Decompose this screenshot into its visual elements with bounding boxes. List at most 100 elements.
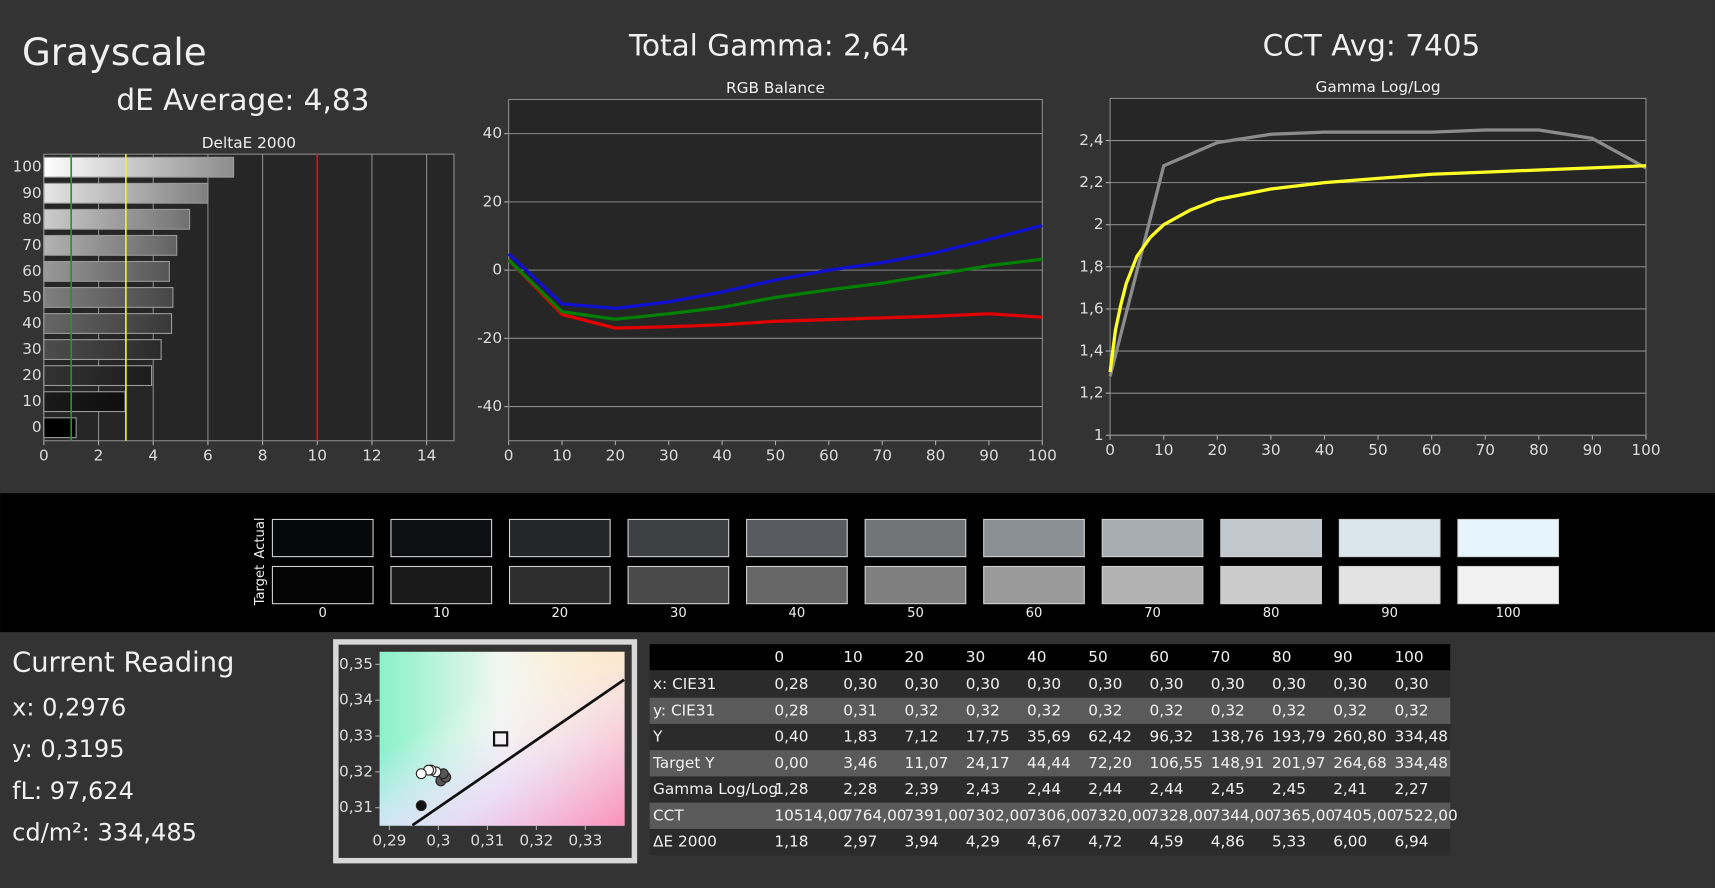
table-cell: 264,68 <box>1333 754 1387 772</box>
x-tick-label: 80 <box>1529 441 1548 459</box>
swatch <box>1220 565 1322 605</box>
row-label: x: CIE31 <box>653 675 716 693</box>
x-tick-label: 50 <box>1368 441 1387 459</box>
table-cell: 0,30 <box>1272 675 1306 693</box>
de-average: dE Average: 4,83 <box>116 83 369 117</box>
swatch-label: 70 <box>1144 606 1161 621</box>
y-tick-label: 2,2 <box>1079 173 1103 191</box>
table-cell: 7328,00 <box>1149 806 1212 824</box>
y-tick-label: 10 <box>22 392 41 410</box>
x-tick-label: 0,3 <box>426 831 450 849</box>
table-cell: 0,30 <box>1149 675 1183 693</box>
page-title: Grayscale <box>22 30 207 74</box>
table-cell: 0,32 <box>905 701 939 719</box>
chart-title: DeltaE 2000 <box>202 134 296 152</box>
x-tick-label: 90 <box>979 447 998 465</box>
y-tick-label: 2 <box>1094 215 1104 233</box>
swatch-label: 0 <box>319 606 327 621</box>
table-cell: 4,86 <box>1211 833 1245 851</box>
y-tick-label: 1,2 <box>1079 384 1103 402</box>
table-cell: 72,20 <box>1088 754 1132 772</box>
swatch <box>508 565 611 605</box>
swatch <box>627 565 730 605</box>
row-label: Y <box>652 728 663 746</box>
x-tick-label: 50 <box>766 447 785 465</box>
swatch-row-label: Actual <box>253 518 268 559</box>
table-cell: 0,30 <box>1211 675 1245 693</box>
column-header: 80 <box>1272 648 1291 666</box>
table-cell: 0,00 <box>774 754 808 772</box>
y-tick-label: 40 <box>483 124 502 142</box>
table-cell: 0,28 <box>774 675 808 693</box>
y-tick-label: 0,31 <box>339 798 373 816</box>
table-row <box>649 802 1451 829</box>
table-cell: 7320,00 <box>1088 806 1151 824</box>
series-line <box>1108 128 1647 377</box>
table-cell: 3,46 <box>843 754 877 772</box>
table-cell: 7306,00 <box>1027 806 1090 824</box>
table-cell: 7302,00 <box>966 806 1029 824</box>
table-cell: 0,32 <box>966 701 1000 719</box>
swatch-label: 40 <box>789 606 806 621</box>
table-cell: 0,30 <box>1333 675 1367 693</box>
table-cell: 148,91 <box>1211 754 1265 772</box>
bar <box>43 313 173 334</box>
y-tick-label: 80 <box>22 210 41 228</box>
cct-average: CCT Avg: 7405 <box>1263 29 1481 63</box>
y-tick-label: -20 <box>477 329 502 347</box>
x-tick-label: 30 <box>1261 441 1280 459</box>
table-cell: 0,32 <box>1272 701 1306 719</box>
table-cell: 0,30 <box>966 675 1000 693</box>
column-header: 30 <box>966 648 985 666</box>
swatch <box>746 518 848 558</box>
column-header: 20 <box>905 648 924 666</box>
column-header: 90 <box>1333 648 1352 666</box>
bar <box>43 339 162 360</box>
row-label: Target Y <box>652 754 715 772</box>
row-label: CCT <box>653 806 684 824</box>
swatch-label: 30 <box>670 606 687 621</box>
reading-line: cd/m²: 334,485 <box>12 818 197 846</box>
bar <box>43 287 174 308</box>
y-tick-label: 2,4 <box>1079 131 1103 149</box>
table-cell: 138,76 <box>1211 728 1265 746</box>
bar <box>43 156 235 178</box>
y-tick-label: 100 <box>12 158 41 176</box>
swatch <box>1101 518 1204 558</box>
column-header: 40 <box>1027 648 1046 666</box>
table-cell: 0,32 <box>1394 701 1428 719</box>
swatch-band <box>0 493 1715 633</box>
bar <box>43 234 178 256</box>
x-tick-label: 0,32 <box>519 831 553 849</box>
table-cell: 7522,00 <box>1394 806 1457 824</box>
swatch-label: 80 <box>1263 606 1280 621</box>
x-tick-label: 10 <box>552 447 571 465</box>
cie-background <box>379 651 625 826</box>
y-tick-label: -40 <box>477 397 502 415</box>
table-cell: 2,44 <box>1088 780 1122 798</box>
x-tick-label: 0,29 <box>372 831 406 849</box>
x-tick-label: 0 <box>1105 441 1115 459</box>
table-cell: 7344,00 <box>1211 806 1274 824</box>
point <box>415 768 427 780</box>
swatch-label: 20 <box>551 606 568 621</box>
column-header: 10 <box>843 648 862 666</box>
table-cell: 0,32 <box>1088 701 1122 719</box>
x-tick-label: 70 <box>872 447 891 465</box>
table-cell: 4,29 <box>966 833 1000 851</box>
table-cell: 6,00 <box>1333 833 1367 851</box>
x-tick-label: 6 <box>203 447 213 465</box>
reading-line: x: 0,2976 <box>12 694 126 722</box>
x-tick-label: 0 <box>39 447 49 465</box>
table-cell: 17,75 <box>966 728 1010 746</box>
column-header: 100 <box>1394 648 1423 666</box>
x-tick-label: 20 <box>1208 441 1227 459</box>
y-tick-label: 0 <box>492 261 502 279</box>
table-cell: 0,32 <box>1149 701 1183 719</box>
x-tick-label: 4 <box>148 447 158 465</box>
table-row <box>649 671 1451 698</box>
swatch <box>746 565 848 605</box>
table-cell: 2,45 <box>1211 780 1245 798</box>
table-cell: 0,30 <box>905 675 939 693</box>
table-cell: 0,32 <box>1333 701 1367 719</box>
